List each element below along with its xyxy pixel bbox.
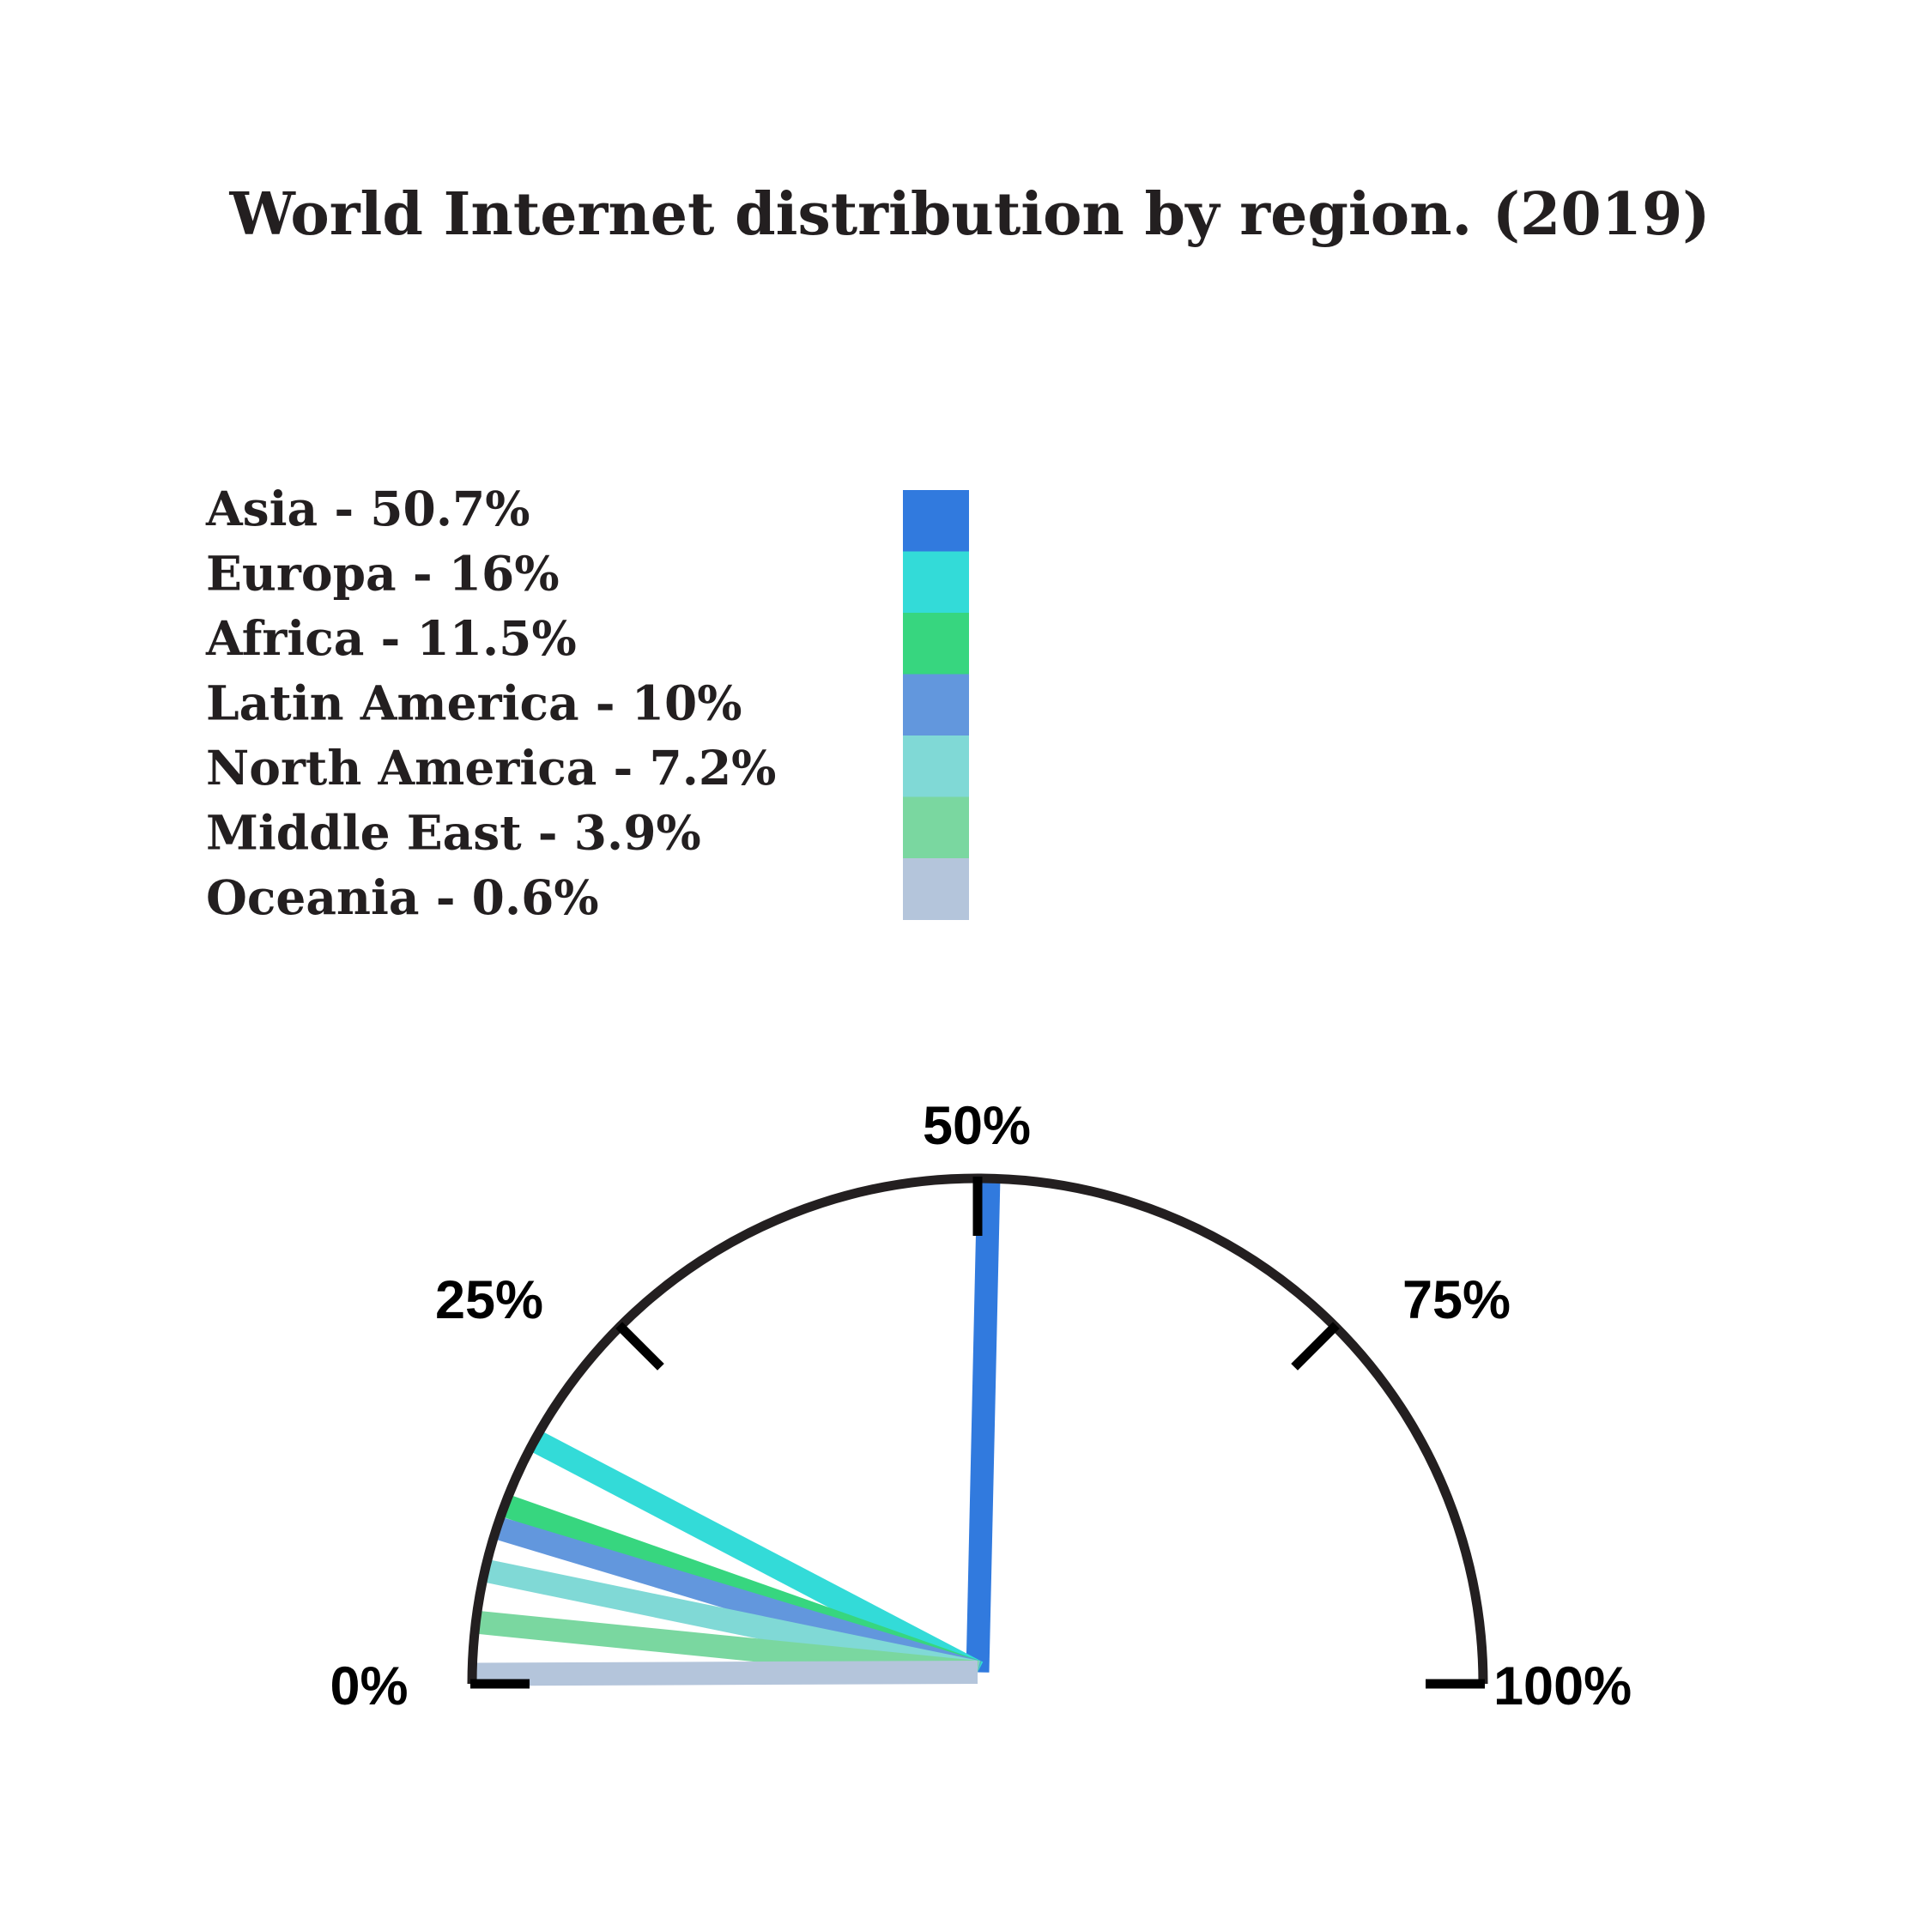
legend-swatch-north-america	[903, 735, 969, 797]
tick-mark-75	[1291, 1322, 1340, 1371]
legend-label-middle-east: Middle East - 3.9%	[206, 805, 701, 861]
legend: Asia - 50.7% Europa - 16% Africa - 11.5% La…	[205, 481, 969, 925]
legend-label-oceania: Oceania - 0.6%	[206, 869, 599, 925]
needle-asia	[966, 1181, 1001, 1673]
legend-swatch-asia	[903, 490, 969, 552]
legend-swatch-africa	[903, 613, 969, 675]
legend-label-north-america: North America - 7.2%	[206, 740, 776, 796]
tick-mark-25	[615, 1322, 664, 1371]
tick-label-100: 100%	[1493, 1656, 1632, 1716]
legend-label-latin-america: Latin America - 10%	[206, 675, 742, 731]
legend-label-asia: Asia - 50.7%	[205, 481, 530, 536]
tick-label-75: 75%	[1402, 1270, 1511, 1330]
tick-label-0: 0%	[330, 1656, 408, 1716]
legend-label-europa: Europa - 16%	[206, 546, 560, 602]
tick-label-50: 50%	[923, 1096, 1031, 1156]
gauge-ticks: 0% 25% 50% 75% 100%	[330, 1096, 1632, 1716]
needle-europa	[532, 1432, 984, 1683]
legend-swatch-latin-america	[903, 674, 969, 736]
legend-swatch-middle-east	[903, 796, 969, 859]
needles	[475, 1181, 1001, 1686]
legend-label-africa: Africa - 11.5%	[205, 610, 577, 666]
legend-swatch-europa	[903, 551, 969, 614]
needle-oceania	[475, 1661, 978, 1686]
tick-label-25: 25%	[435, 1270, 543, 1330]
legend-swatch-oceania	[903, 858, 969, 920]
chart-title: World Internet distribution by region. (…	[229, 180, 1711, 249]
